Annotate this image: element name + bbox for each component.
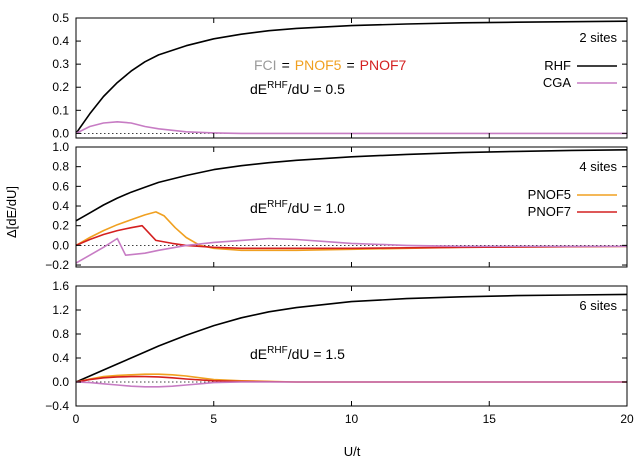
y-tick-label: 0.0 (52, 238, 69, 252)
y-tick-label: 0.6 (52, 179, 69, 193)
series-pnof5 (75, 373, 627, 383)
y-tick-label: 1.0 (52, 140, 69, 154)
equality-pnof5: PNOF5 (295, 57, 342, 73)
annotation-sup: RHF (267, 345, 288, 356)
y-tick-label: 0.4 (52, 351, 69, 365)
y-tick-label: −0.4 (45, 399, 69, 413)
sites-label: 4 sites (579, 159, 617, 174)
annotation-suffix: /dU = 1.0 (288, 200, 345, 216)
panel-3: −0.4 0.0 0.4 0.8 1.2 1.6 0 5 10 15 20 6 sites dERHF/… (45, 279, 634, 426)
x-tick-label: 20 (620, 412, 634, 426)
y-tick-label: 0.2 (52, 80, 69, 94)
series-pnof7 (75, 224, 628, 250)
legend-label: PNOF7 (528, 204, 571, 219)
y-tick-label: 1.6 (52, 279, 69, 293)
annotation-sup: RHF (267, 199, 288, 210)
equality-eq: = (346, 57, 354, 73)
y-tick-label: 0.2 (52, 219, 69, 233)
series-rhf (75, 149, 628, 222)
annotation-prefix: dE (250, 200, 267, 216)
equality-pnof7: PNOF7 (360, 57, 407, 73)
legend-label: PNOF5 (528, 187, 571, 202)
series-cga (75, 237, 627, 264)
derivative-annotation: dERHF/dU = 1.0 (250, 199, 345, 216)
sites-label: 6 sites (579, 298, 617, 313)
y-axis-label: Δ[dE/dU] (4, 186, 19, 238)
y-tick-label: 0.4 (52, 34, 69, 48)
annotation-suffix: /dU = 1.5 (288, 346, 345, 362)
annotation-sup: RHF (267, 80, 288, 91)
x-axis-label: U/t (344, 444, 361, 459)
series-pnof5 (75, 211, 628, 252)
y-tick-label: 0.8 (52, 327, 69, 341)
series-pnof7 (75, 375, 627, 383)
series-cga (75, 381, 627, 388)
derivative-annotation: dERHF/dU = 0.5 (250, 80, 345, 97)
y-tick-label: 0.8 (52, 160, 69, 174)
equality-fci: FCI (254, 57, 277, 73)
derivative-annotation: dERHF/dU = 1.5 (250, 345, 345, 362)
x-tick-label: 5 (210, 412, 217, 426)
annotation-suffix: /dU = 0.5 (288, 81, 345, 97)
legend-label: CGA (543, 75, 572, 90)
x-tick-label: 0 (73, 412, 80, 426)
annotation-prefix: dE (250, 81, 267, 97)
annotation-prefix: dE (250, 346, 267, 362)
panel-2: −0.2 0.0 0.2 0.4 0.6 0.8 1.0 4 sites dERHF/dU = … (45, 140, 628, 272)
x-tick-label: 10 (345, 412, 359, 426)
y-tick-label: 0.1 (52, 103, 69, 117)
y-tick-label: 0.0 (52, 126, 69, 140)
equality-annotation: FCI = PNOF5 = PNOF7 (254, 57, 407, 73)
legend-label: RHF (544, 58, 571, 73)
y-tick-label: −0.2 (45, 258, 69, 272)
series-cga (75, 121, 627, 135)
y-tick-label: 0.0 (52, 375, 69, 389)
y-tick-label: 0.3 (52, 57, 69, 71)
equality-eq: = (282, 57, 290, 73)
y-tick-label: 1.2 (52, 303, 69, 317)
y-tick-label: 0.4 (52, 199, 69, 213)
y-tick-label: 0.5 (52, 11, 69, 25)
series-rhf (75, 293, 628, 383)
x-tick-label: 15 (483, 412, 497, 426)
series-rhf (75, 20, 628, 134)
sites-label: 2 sites (579, 30, 617, 45)
